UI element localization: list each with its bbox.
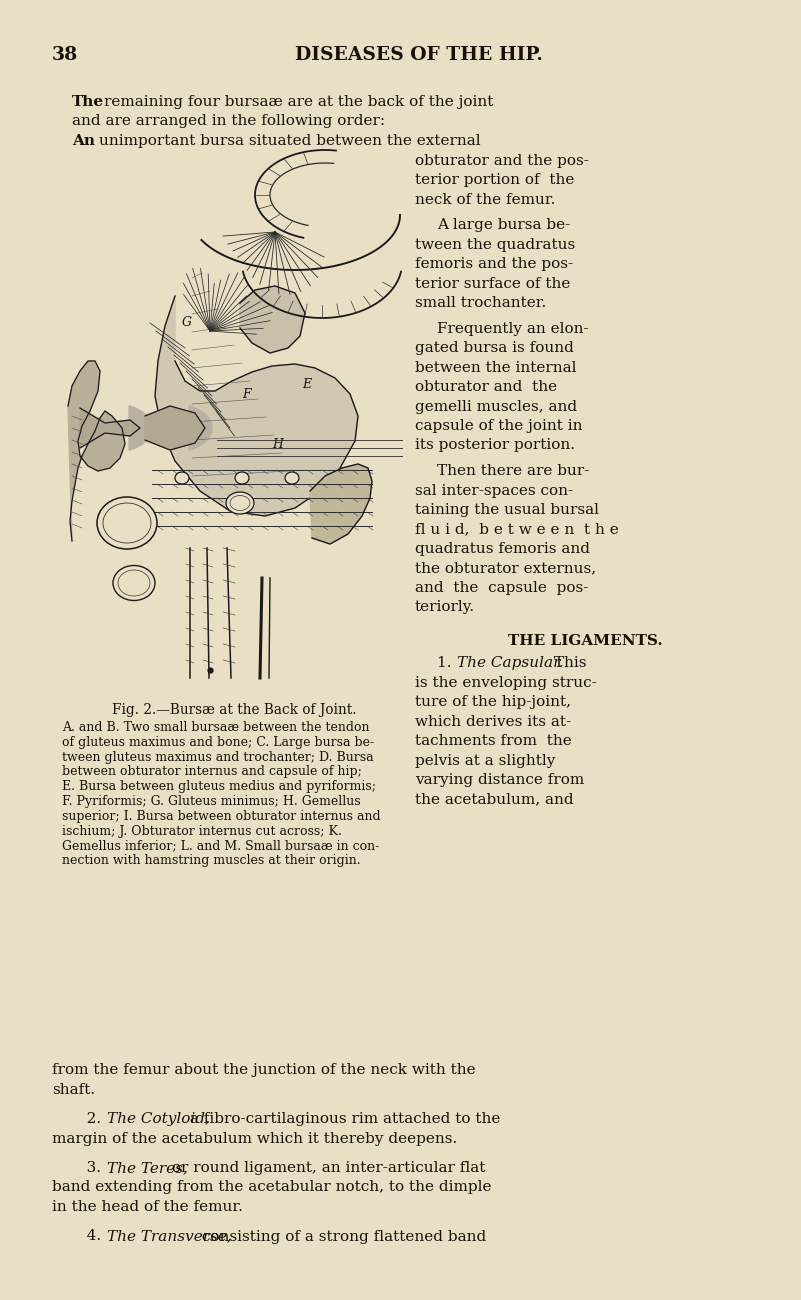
Text: a fibro-cartilaginous rim attached to the: a fibro-cartilaginous rim attached to th… [185,1112,500,1126]
Text: superior; I. Bursa between obturator internus and: superior; I. Bursa between obturator int… [62,810,380,823]
Text: femoris and the pos-: femoris and the pos- [415,257,574,270]
Polygon shape [240,286,305,354]
Text: A large bursa be-: A large bursa be- [437,218,570,231]
Text: 2.: 2. [72,1112,106,1126]
Text: THE LIGAMENTS.: THE LIGAMENTS. [508,634,662,647]
Text: The: The [72,95,104,109]
Text: band extending from the acetabular notch, to the dimple: band extending from the acetabular notch… [52,1180,492,1195]
Text: margin of the acetabulum which it thereby deepens.: margin of the acetabulum which it thereb… [52,1131,457,1145]
Text: taining the usual bursal: taining the usual bursal [415,503,599,517]
Ellipse shape [226,491,254,514]
Polygon shape [155,296,358,516]
Text: An: An [72,134,95,148]
Text: tween gluteus maximus and trochanter; D. Bursa: tween gluteus maximus and trochanter; D.… [62,750,373,763]
Text: 1.: 1. [437,656,461,670]
Text: gated bursa is found: gated bursa is found [415,341,574,355]
Text: F: F [242,387,251,400]
Text: sal inter-spaces con-: sal inter-spaces con- [415,484,574,498]
Text: ture of the hip-joint,: ture of the hip-joint, [415,696,571,708]
Text: Then there are bur-: Then there are bur- [437,464,590,478]
Text: G: G [182,316,192,329]
Text: or round ligament, an inter-articular flat: or round ligament, an inter-articular fl… [167,1161,485,1175]
Text: gemelli muscles, and: gemelli muscles, and [415,399,578,413]
Text: remaining four bursaæ are at the back of the joint: remaining four bursaæ are at the back of… [104,95,493,109]
Text: nection with hamstring muscles at their origin.: nection with hamstring muscles at their … [62,854,360,867]
Text: DISEASES OF THE HIP.: DISEASES OF THE HIP. [295,46,543,64]
Text: its posterior portion.: its posterior portion. [415,438,575,452]
Polygon shape [68,361,125,541]
Text: A. and B. Two small bursaæ between the tendon: A. and B. Two small bursaæ between the t… [62,722,369,734]
Text: 4.: 4. [72,1230,106,1244]
Text: terior surface of the: terior surface of the [415,277,570,290]
Text: 38: 38 [52,46,78,64]
Polygon shape [129,406,152,450]
Bar [62,148,407,693]
Text: The Cotyloid,: The Cotyloid, [107,1112,210,1126]
Text: H: H [272,438,283,451]
Text: obturator and  the: obturator and the [415,380,557,394]
Polygon shape [310,464,372,543]
Text: The Transverse,: The Transverse, [107,1230,231,1244]
Text: shaft.: shaft. [52,1083,95,1096]
Text: F. Pyriformis; G. Gluteus minimus; H. Gemellus: F. Pyriformis; G. Gluteus minimus; H. Ge… [62,796,360,809]
Text: is the enveloping struc-: is the enveloping struc- [415,676,597,689]
Text: terior portion of  the: terior portion of the [415,173,574,187]
Text: I: I [122,575,127,588]
Ellipse shape [285,472,299,484]
Text: teriorly.: teriorly. [415,601,475,615]
Text: and are arranged in the following order:: and are arranged in the following order: [72,114,385,129]
Ellipse shape [235,472,249,484]
Polygon shape [189,406,212,450]
Text: small trochanter.: small trochanter. [415,296,546,309]
Text: capsule of the joint in: capsule of the joint in [415,419,582,433]
Text: tachments from  the: tachments from the [415,734,572,747]
Text: which derives its at-: which derives its at- [415,715,571,728]
Text: C: C [117,516,127,529]
Text: the acetabulum, and: the acetabulum, and [415,793,574,806]
Text: varying distance from: varying distance from [415,774,584,786]
Text: obturator and the pos-: obturator and the pos- [415,153,589,168]
Text: 3.: 3. [72,1161,106,1175]
Text: E. Bursa between gluteus medius and pyriformis;: E. Bursa between gluteus medius and pyri… [62,780,376,793]
Ellipse shape [175,472,189,484]
Text: fl u i d,  b e t w e e n  t h e: fl u i d, b e t w e e n t h e [415,523,618,537]
Text: Gemellus inferior; L. and M. Small bursaæ in con-: Gemellus inferior; L. and M. Small bursa… [62,840,379,853]
Text: and  the  capsule  pos-: and the capsule pos- [415,581,589,595]
Text: from the femur about the junction of the neck with the: from the femur about the junction of the… [52,1063,476,1076]
Text: between the internal: between the internal [415,360,577,374]
Text: of gluteus maximus and bone; C. Large bursa be-: of gluteus maximus and bone; C. Large bu… [62,736,374,749]
Ellipse shape [113,566,155,601]
Text: neck of the femur.: neck of the femur. [415,192,555,207]
Text: ischium; J. Obturator internus cut across; K.: ischium; J. Obturator internus cut acros… [62,824,342,837]
Text: quadratus femoris and: quadratus femoris and [415,542,590,556]
Text: c: c [117,516,125,529]
Text: The Teres,: The Teres, [107,1161,187,1175]
Text: consisting of a strong flattened band: consisting of a strong flattened band [197,1230,486,1244]
Text: The Capsular.: The Capsular. [457,656,564,670]
Text: the obturator externus,: the obturator externus, [415,562,596,576]
Text: pelvis at a slightly: pelvis at a slightly [415,754,555,767]
Text: This: This [549,656,586,670]
Text: in the head of the femur.: in the head of the femur. [52,1200,243,1214]
Text: Fig. 2.—Bursæ at the Back of Joint.: Fig. 2.—Bursæ at the Back of Joint. [112,703,356,718]
Text: E: E [302,378,311,391]
Polygon shape [145,406,205,450]
Ellipse shape [97,497,157,549]
Text: between obturator internus and capsule of hip;: between obturator internus and capsule o… [62,766,362,779]
Polygon shape [80,408,140,448]
Text: unimportant bursa situated between the external: unimportant bursa situated between the e… [99,134,481,148]
Text: tween the quadratus: tween the quadratus [415,238,575,251]
Text: Frequently an elon-: Frequently an elon- [437,321,589,335]
